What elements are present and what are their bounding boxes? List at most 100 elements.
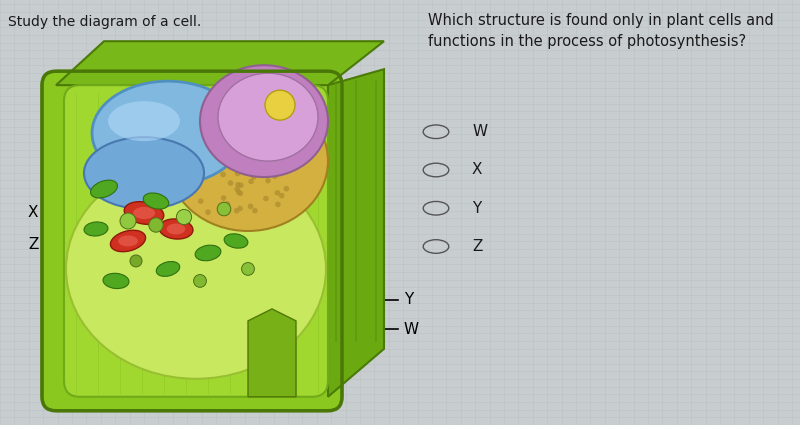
Circle shape — [221, 195, 226, 201]
Circle shape — [274, 164, 280, 170]
Text: W: W — [472, 124, 487, 139]
Circle shape — [284, 138, 290, 143]
Circle shape — [266, 129, 271, 135]
Circle shape — [234, 170, 240, 176]
Circle shape — [290, 138, 296, 143]
Ellipse shape — [143, 193, 169, 209]
Text: X: X — [472, 162, 482, 178]
Ellipse shape — [84, 222, 108, 236]
Ellipse shape — [90, 180, 118, 198]
Text: Z: Z — [472, 239, 482, 254]
Circle shape — [276, 141, 282, 147]
Circle shape — [218, 150, 223, 156]
Circle shape — [198, 153, 204, 158]
Circle shape — [130, 255, 142, 267]
Ellipse shape — [108, 101, 180, 141]
Circle shape — [207, 168, 213, 173]
Ellipse shape — [224, 234, 248, 248]
Text: W: W — [404, 322, 419, 337]
Circle shape — [202, 114, 207, 120]
Circle shape — [194, 275, 206, 287]
Text: Z: Z — [28, 237, 38, 252]
Circle shape — [217, 142, 222, 147]
Circle shape — [120, 213, 136, 229]
Ellipse shape — [218, 73, 318, 161]
FancyBboxPatch shape — [64, 85, 328, 397]
Circle shape — [195, 110, 201, 116]
Circle shape — [242, 263, 254, 275]
Circle shape — [236, 151, 242, 157]
Ellipse shape — [166, 224, 186, 235]
Circle shape — [225, 201, 230, 207]
Circle shape — [176, 210, 192, 224]
Circle shape — [263, 196, 269, 201]
Circle shape — [281, 144, 286, 150]
Circle shape — [239, 159, 245, 165]
Circle shape — [258, 125, 264, 130]
Circle shape — [226, 114, 231, 119]
Ellipse shape — [159, 219, 193, 239]
Circle shape — [235, 182, 241, 187]
FancyBboxPatch shape — [42, 71, 342, 411]
Circle shape — [280, 117, 286, 123]
Circle shape — [272, 173, 278, 179]
Circle shape — [197, 161, 202, 167]
Circle shape — [238, 206, 243, 211]
Circle shape — [251, 143, 257, 148]
Text: Which structure is found only in plant cells and
functions in the process of pho: Which structure is found only in plant c… — [428, 13, 774, 49]
Circle shape — [249, 131, 254, 136]
Circle shape — [202, 121, 208, 127]
Circle shape — [252, 208, 258, 213]
Circle shape — [296, 160, 302, 166]
Circle shape — [213, 110, 218, 115]
Ellipse shape — [200, 65, 328, 177]
Circle shape — [194, 149, 199, 155]
Polygon shape — [56, 41, 384, 85]
Circle shape — [251, 174, 257, 180]
Circle shape — [218, 145, 223, 150]
Circle shape — [234, 124, 239, 129]
Circle shape — [200, 139, 206, 145]
Circle shape — [194, 140, 200, 146]
Ellipse shape — [92, 81, 244, 185]
Circle shape — [238, 182, 244, 188]
Circle shape — [205, 210, 210, 215]
Circle shape — [268, 162, 274, 168]
Text: Y: Y — [404, 292, 414, 307]
Circle shape — [274, 136, 280, 142]
Polygon shape — [248, 309, 296, 397]
Circle shape — [201, 158, 206, 164]
Circle shape — [279, 193, 285, 198]
Circle shape — [215, 142, 221, 147]
Circle shape — [186, 159, 192, 164]
Circle shape — [199, 138, 205, 144]
Circle shape — [294, 151, 299, 156]
Ellipse shape — [124, 201, 164, 224]
Circle shape — [191, 167, 197, 173]
Circle shape — [269, 130, 274, 136]
Circle shape — [272, 136, 278, 141]
Circle shape — [261, 168, 266, 173]
Circle shape — [266, 178, 271, 183]
Circle shape — [220, 172, 226, 177]
Text: Study the diagram of a cell.: Study the diagram of a cell. — [8, 15, 202, 29]
Circle shape — [274, 190, 280, 196]
Circle shape — [298, 117, 303, 123]
Circle shape — [258, 153, 263, 158]
Circle shape — [188, 181, 194, 187]
Circle shape — [198, 198, 203, 204]
Circle shape — [248, 129, 254, 134]
Circle shape — [236, 189, 242, 195]
Circle shape — [281, 127, 286, 132]
Circle shape — [262, 161, 267, 167]
Text: Y: Y — [472, 201, 482, 216]
Ellipse shape — [168, 91, 328, 231]
Text: X: X — [28, 205, 38, 220]
Circle shape — [185, 165, 190, 170]
Circle shape — [228, 180, 234, 186]
Circle shape — [270, 110, 276, 115]
Circle shape — [197, 164, 202, 169]
Ellipse shape — [84, 137, 204, 209]
Circle shape — [234, 187, 240, 192]
Circle shape — [238, 190, 243, 196]
